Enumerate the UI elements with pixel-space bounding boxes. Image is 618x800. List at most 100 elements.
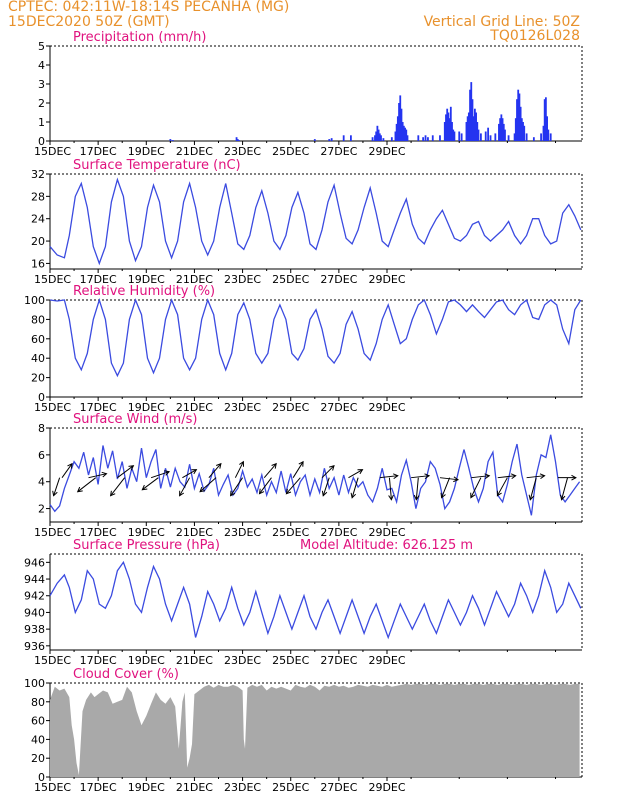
y-tick-label: 0	[38, 135, 45, 148]
x-tick-label: 17DEC	[80, 781, 117, 794]
precip-bar	[445, 114, 447, 141]
wind-arrow	[529, 477, 537, 500]
precip-bar	[380, 135, 382, 141]
y-tick-label: 100	[24, 677, 45, 690]
wind-arrow	[379, 475, 398, 479]
wind-arrow-head	[285, 488, 292, 495]
precip-bar	[422, 137, 425, 141]
wind-arrow-head	[413, 494, 420, 501]
precip-bar	[460, 133, 463, 141]
x-tick-label: 19DEC	[128, 273, 165, 286]
wind-arrow	[234, 461, 244, 478]
precip-bar	[519, 106, 522, 141]
precip-bar	[424, 135, 427, 141]
precip-bar	[395, 123, 398, 141]
precip-bar	[406, 135, 409, 141]
plot-frame	[49, 299, 583, 398]
wind-arrow	[88, 473, 107, 479]
header-model-id: TQ0126L028	[490, 28, 580, 44]
precip-bar	[448, 118, 451, 141]
panel-subtitle: Model Altitude: 626.125 m	[300, 538, 473, 553]
precip-bar	[394, 131, 397, 141]
precip-bar	[401, 122, 404, 141]
wind-arrow	[415, 477, 419, 500]
precip-bar	[374, 135, 376, 141]
precip-bar	[525, 133, 528, 141]
wind-arrow	[561, 477, 569, 500]
wind-arrow-head	[571, 474, 577, 481]
wind-arrow-head	[52, 490, 58, 497]
x-tick-label: 17DEC	[80, 526, 117, 539]
y-tick-label: 80	[31, 313, 45, 326]
header-location: CPTEC: 042:11W-18:14S PECANHA (MG)	[8, 0, 290, 15]
precip-bar	[546, 116, 548, 141]
x-tick-label: 19DEC	[128, 654, 165, 667]
precip-bar	[466, 116, 469, 141]
y-tick-label: 946	[24, 556, 45, 569]
x-tick-label: 25DEC	[272, 526, 309, 539]
wind-arrow	[497, 475, 516, 479]
wind-arrow-head	[559, 494, 566, 501]
wind-arrow	[470, 477, 482, 498]
precip-bar	[465, 122, 468, 141]
x-tick-label: 23DEC	[224, 273, 261, 286]
wind-arrow	[292, 461, 304, 478]
precip-bar	[516, 99, 518, 141]
wind-arrow-head	[388, 494, 394, 501]
x-tick-label: 17DEC	[80, 273, 117, 286]
x-tick-label: 17DEC	[80, 145, 117, 158]
precip-bar	[494, 133, 497, 141]
precip-bar	[405, 129, 408, 141]
y-tick-label: 40	[31, 733, 45, 746]
wind-arrow-head	[230, 490, 236, 497]
precip-bar	[342, 135, 345, 141]
wind-arrow-head	[510, 473, 517, 480]
precip-bar	[501, 118, 504, 141]
precip-bar	[484, 131, 487, 141]
precip-bar	[377, 129, 380, 141]
wind-arrow	[199, 477, 217, 493]
x-tick-label: 29DEC	[368, 526, 405, 539]
wind-arrow-head	[76, 486, 83, 493]
chart-panel-2: 16 20 24 28 32 15DEC 17DEC 19DEC 21DEC 23DEC 25DEC…	[31, 158, 583, 286]
precip-bar	[471, 99, 474, 141]
precip-bar	[376, 125, 379, 141]
wind-arrow	[208, 463, 222, 479]
wind-arrow-head	[216, 462, 222, 469]
precip-bar	[398, 103, 400, 141]
precip-bar	[449, 106, 452, 141]
precip-bar	[378, 133, 381, 141]
precip-bar	[452, 129, 455, 141]
wind-arrow-head	[453, 476, 460, 483]
precip-bar	[472, 116, 475, 141]
precip-bar	[543, 99, 546, 141]
chart-panel-3: 0 20 40 60 80 100 15DEC 17DEC 19DEC 21DEC 23DEC 25D…	[24, 284, 583, 414]
precip-bar	[458, 131, 461, 141]
precip-bar	[238, 140, 240, 141]
y-tick-label: 100	[24, 294, 45, 307]
precip-bar	[467, 112, 470, 141]
x-tick-label: 15DEC	[34, 526, 71, 539]
wind-arrow-head	[101, 471, 108, 478]
precip-bar	[390, 137, 393, 141]
precip-bar	[542, 125, 545, 141]
x-tick-label: 27DEC	[320, 401, 357, 414]
wind-arrow	[322, 477, 330, 496]
y-tick-label: 20	[31, 752, 45, 765]
precip-bar	[404, 127, 406, 141]
wind-arrow-head	[528, 494, 535, 501]
x-tick-label: 25DEC	[272, 401, 309, 414]
x-tick-label: 15DEC	[34, 145, 71, 158]
precip-bar	[547, 129, 550, 141]
wind-arrow	[142, 477, 159, 491]
precip-bar	[171, 140, 174, 141]
precip-bar	[513, 133, 516, 141]
precip-bar	[451, 122, 453, 141]
precip-bar	[427, 137, 429, 141]
x-tick-label: 27DEC	[320, 654, 357, 667]
precip-bar	[235, 137, 238, 141]
precip-bar	[382, 138, 385, 141]
wind-arrow	[263, 463, 277, 479]
y-tick-label: 2	[38, 503, 45, 516]
